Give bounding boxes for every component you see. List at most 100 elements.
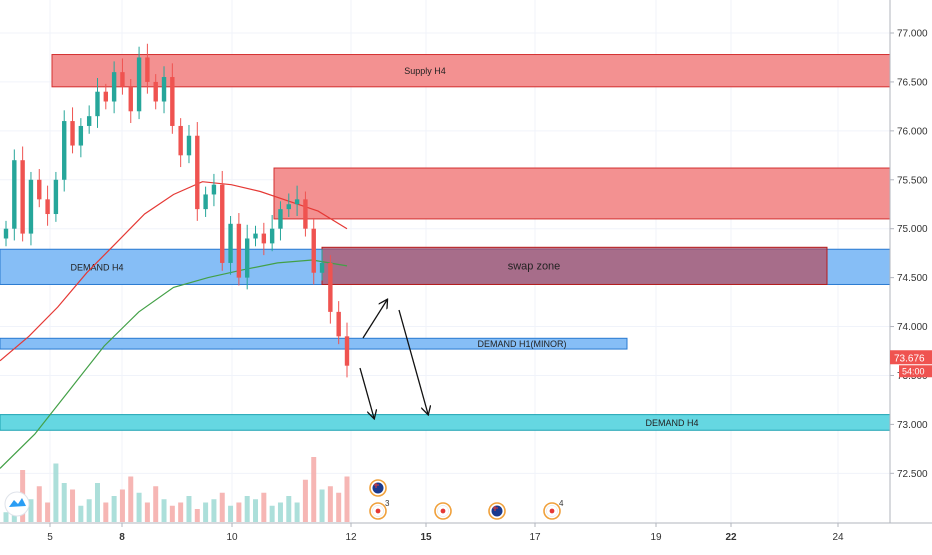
volume-bar-38 [319,489,325,522]
candle-body-32 [269,228,275,244]
volume-bar-25 [211,499,217,522]
logo[interactable] [4,491,30,517]
y-tick-label-0: 77.000 [897,29,928,40]
event-marker-3[interactable] [488,502,506,520]
volume-bar-33 [277,502,283,522]
flag-cross-3 [493,506,498,511]
volume-bar-35 [294,502,300,522]
candle-body-12 [103,91,109,102]
candle-25 [211,173,217,207]
volume-bar-12 [103,502,109,522]
candle-21 [178,118,183,168]
candle-36 [303,191,308,237]
x-tick-label-3: 12 [345,532,357,543]
zone-label-5: DEMAND H4 [645,418,698,428]
candle-body-20 [170,77,175,126]
candle-24 [203,186,208,217]
x-tick-label-6: 19 [650,532,662,543]
zone-label-2: DEMAND H4 [70,262,123,272]
countdown-label: 54:00 [902,366,925,376]
volume-bar-7 [61,483,67,522]
event-marker-4[interactable]: 4 [543,499,564,520]
candle-9 [78,118,84,158]
volume-bar-22 [186,496,192,522]
volume-bar-32 [269,505,275,522]
candle-34 [286,193,291,217]
volume-bar-27 [228,505,234,522]
volume-bar-5 [45,502,51,522]
candle-40 [336,301,341,345]
event-marker-0[interactable] [369,479,387,497]
candle-32 [269,215,275,252]
volume-bar-11 [94,483,100,522]
volume-bar-30 [253,499,259,522]
zone-label-4: DEMAND H1(MINOR) [478,339,567,349]
candle-body-19 [161,77,167,102]
candle-body-39 [328,262,333,312]
candle-body-1 [12,160,17,229]
zone-label-0: Supply H4 [404,66,446,76]
candle-body-18 [153,81,158,102]
x-axis-panel [0,523,932,550]
flag-dot-1 [375,508,381,514]
candle-body-38 [319,262,325,273]
zone-supply-0 [51,54,891,88]
candle-body-16 [136,57,142,112]
candle-body-29 [244,238,250,278]
candle-22 [186,124,192,164]
candle-body-7 [62,121,67,180]
candle-14 [120,58,125,95]
event-marker-2[interactable] [434,502,452,520]
volume-bar-36 [302,479,308,522]
volume-bar-39 [327,486,333,522]
volume-bar-29 [244,496,250,522]
candle-body-33 [278,209,283,229]
zone-demand-4 [0,337,628,350]
candle-2 [20,146,25,242]
candle-7 [62,110,67,192]
candle-0 [3,220,9,247]
volume-bar-37 [311,457,317,522]
candle-20 [170,63,175,134]
candle-body-35 [294,199,300,205]
candle-body-11 [95,91,100,117]
volume-bar-34 [286,496,292,522]
candle-body-13 [111,72,117,102]
candle-31 [261,222,267,256]
volume-bar-0 [3,512,9,522]
candle-4 [37,169,42,208]
x-tick-label-8: 24 [832,532,844,543]
projection-arrows [359,300,428,418]
x-tick-label-4: 15 [420,532,432,543]
candle-body-31 [261,233,267,244]
volume-bars [3,457,350,522]
candle-body-37 [311,228,316,273]
volume-bar-21 [178,502,184,522]
logo-mountain [9,498,26,507]
zone-swap-3 [321,246,828,285]
candle-body-2 [20,160,25,234]
volume-bar-9 [78,505,84,522]
candle-1 [12,149,17,241]
candle-body-21 [178,125,183,156]
ma-green-line [0,259,348,469]
candle-body-26 [220,184,225,263]
volume-bar-3 [28,499,34,522]
volume-bar-24 [203,502,209,522]
volume-bar-17 [144,502,150,522]
flag-dot-4 [549,508,555,514]
candle-body-8 [70,121,75,146]
event-count-4: 4 [559,499,564,508]
event-marker-1[interactable]: 3 [369,499,390,520]
candle-body-3 [28,179,34,234]
candle-body-9 [78,125,84,146]
tradingview-logo-icon[interactable] [4,491,30,517]
volume-bar-41 [344,476,350,522]
candle-30 [253,225,258,247]
volume-bar-19 [161,499,167,522]
y-tick-label-8: 73.000 [897,420,928,431]
volume-bar-8 [70,489,76,522]
y-tick-label-2: 76.000 [897,126,928,137]
